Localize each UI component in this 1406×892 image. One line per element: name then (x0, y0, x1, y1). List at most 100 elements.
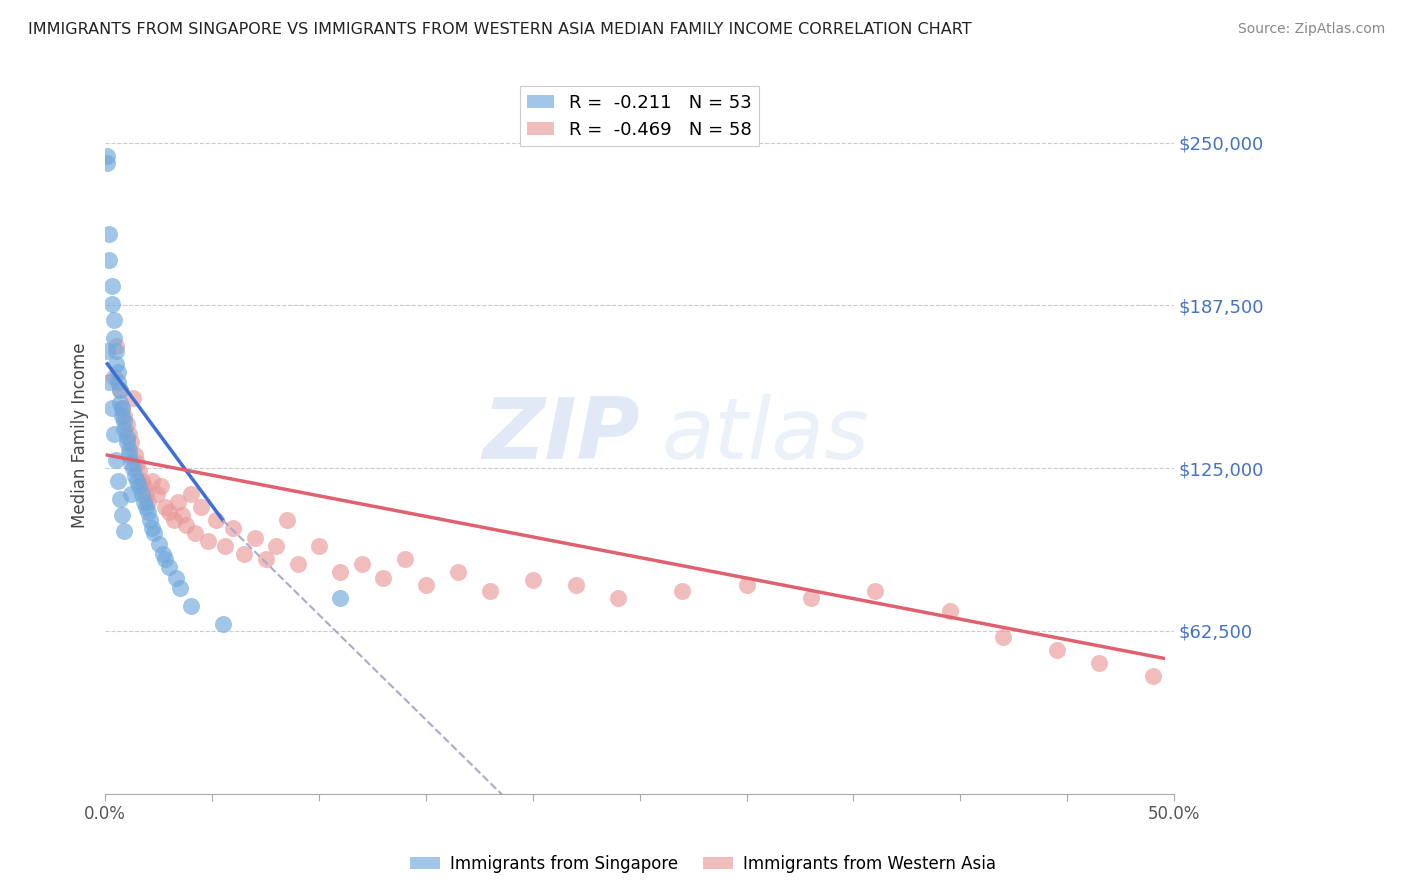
Point (180, 599, 202, 614)
Point (132, 495, 155, 509)
Point (938, 604, 960, 618)
Point (131, 487, 153, 501)
Point (371, 570, 394, 584)
Point (139, 513, 162, 527)
Point (1142, 669, 1164, 683)
Point (103, 312, 125, 326)
Point (98, 375, 121, 389)
Point (115, 435, 138, 450)
Point (172, 508, 194, 522)
Point (735, 578, 758, 592)
Point (329, 566, 352, 580)
Point (114, 409, 136, 423)
Point (264, 539, 287, 553)
Point (107, 375, 129, 389)
Point (111, 409, 134, 423)
Point (153, 500, 176, 515)
Point (243, 532, 266, 546)
Point (98, 252, 121, 267)
Point (607, 591, 630, 606)
Point (394, 552, 416, 566)
Point (287, 558, 309, 572)
Point (108, 383, 131, 397)
Point (184, 526, 207, 541)
Point (132, 479, 155, 493)
Point (100, 401, 122, 416)
Point (118, 427, 141, 442)
Point (197, 534, 219, 549)
Point (104, 357, 127, 371)
Point (120, 487, 142, 501)
Point (165, 570, 187, 584)
Point (145, 487, 167, 501)
Point (114, 422, 136, 436)
Text: IMMIGRANTS FROM SINGAPORE VS IMMIGRANTS FROM WESTERN ASIA MEDIAN FAMILY INCOME C: IMMIGRANTS FROM SINGAPORE VS IMMIGRANTS … (28, 22, 972, 37)
Point (127, 456, 149, 470)
Point (114, 414, 136, 428)
Point (115, 430, 138, 444)
Point (100, 278, 122, 293)
Point (104, 453, 127, 467)
Point (124, 469, 146, 483)
Point (308, 539, 330, 553)
Point (153, 552, 176, 566)
Point (143, 526, 166, 541)
Point (190, 500, 212, 515)
Point (329, 591, 352, 606)
Point (1088, 657, 1111, 671)
Point (136, 505, 159, 519)
Point (114, 524, 136, 538)
Point (98, 227, 121, 241)
Point (863, 583, 886, 598)
Point (120, 435, 142, 450)
Point (107, 474, 129, 488)
Point (180, 487, 202, 501)
Point (350, 558, 373, 572)
Point (108, 492, 131, 507)
Point (128, 464, 150, 478)
Point (104, 339, 127, 353)
Point (157, 560, 180, 574)
Point (118, 442, 141, 457)
Point (214, 539, 236, 553)
Point (103, 331, 125, 345)
Point (152, 547, 174, 561)
Point (148, 536, 170, 550)
Point (111, 401, 134, 416)
Point (169, 581, 191, 595)
Text: Source: ZipAtlas.com: Source: ZipAtlas.com (1237, 22, 1385, 37)
Y-axis label: Median Family Income: Median Family Income (72, 343, 89, 528)
Point (176, 518, 198, 533)
Point (122, 391, 145, 405)
Point (96, 148, 118, 162)
Point (1045, 643, 1067, 657)
Point (120, 456, 142, 470)
Point (479, 583, 502, 598)
Legend: R =  -0.211   N = 53, R =  -0.469   N = 58: R = -0.211 N = 53, R = -0.469 N = 58 (520, 87, 759, 146)
Point (447, 566, 470, 580)
Point (162, 513, 184, 527)
Point (103, 370, 125, 384)
Point (991, 631, 1014, 645)
Point (211, 617, 233, 632)
Point (108, 383, 131, 397)
Point (222, 521, 245, 535)
Point (141, 521, 163, 535)
Legend: Immigrants from Singapore, Immigrants from Western Asia: Immigrants from Singapore, Immigrants fr… (404, 848, 1002, 880)
Point (128, 479, 150, 493)
Point (564, 578, 586, 592)
Point (254, 552, 277, 566)
Point (104, 343, 127, 358)
Point (108, 396, 131, 410)
Point (100, 297, 122, 311)
Point (141, 474, 163, 488)
Point (111, 401, 134, 416)
Text: ZIP: ZIP (482, 394, 640, 477)
Point (96, 343, 118, 358)
Point (167, 495, 190, 509)
Point (135, 487, 157, 501)
Point (415, 578, 437, 592)
Point (124, 448, 146, 462)
Point (111, 508, 134, 522)
Point (122, 461, 145, 475)
